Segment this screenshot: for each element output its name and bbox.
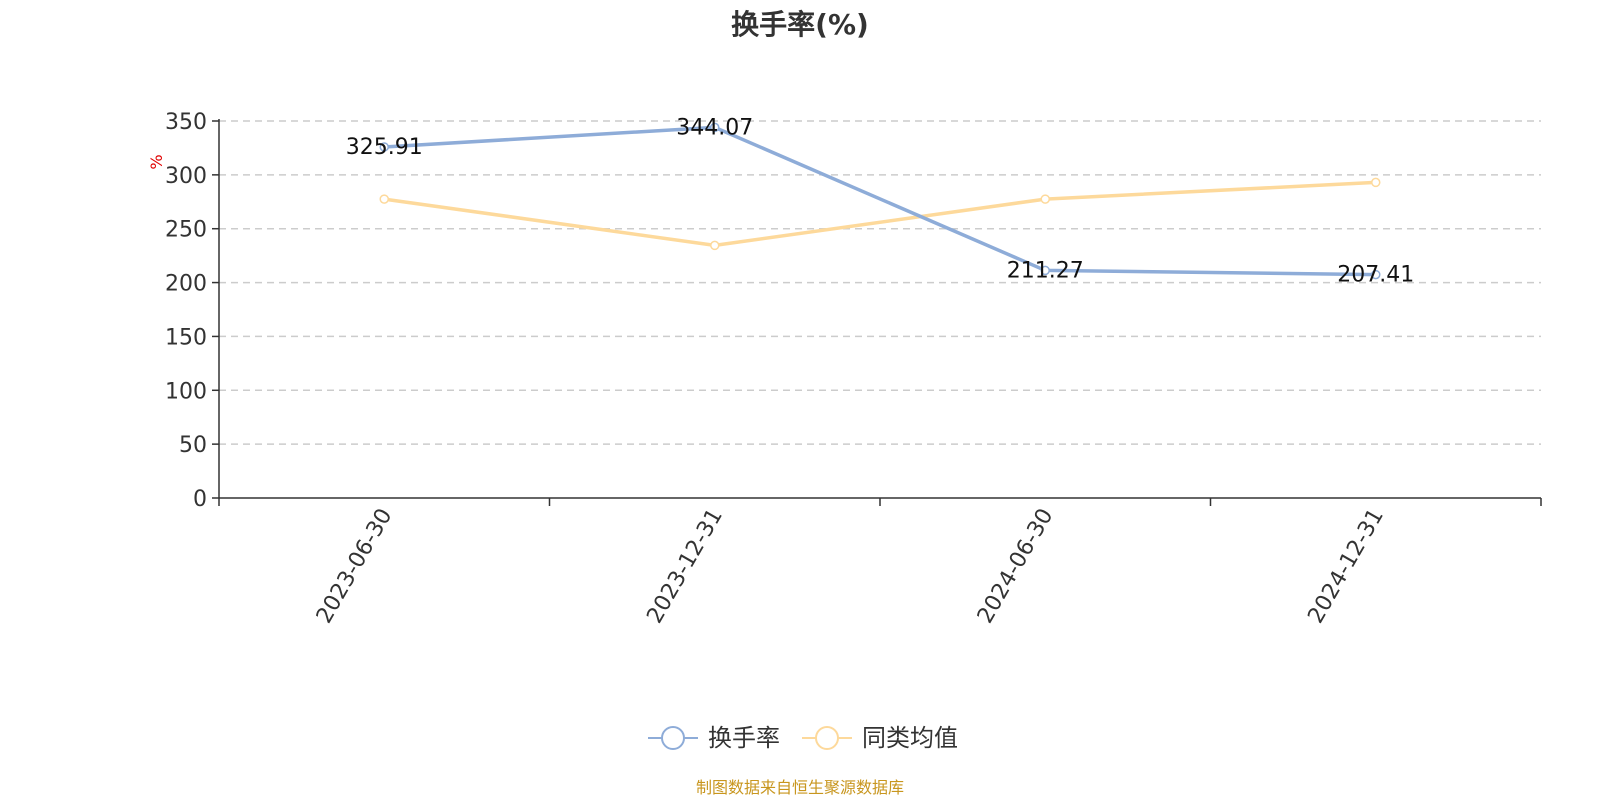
y-tick-label: 350 xyxy=(165,110,207,135)
legend-item-peer-average[interactable]: 同类均值 xyxy=(802,724,958,752)
y-tick-label: 250 xyxy=(165,218,207,243)
legend-marker-turnover xyxy=(661,726,685,750)
y-tick-label: 200 xyxy=(165,272,207,297)
series-line xyxy=(384,180,1376,248)
y-tick-label: 100 xyxy=(165,379,207,404)
x-tick-label: 2023-06-30 xyxy=(312,505,398,628)
chart-title: 换手率(%) xyxy=(731,8,869,41)
data-point[interactable] xyxy=(379,194,389,204)
data-labels: 325.91 344.07 211.27 207.41 xyxy=(346,115,1414,287)
gridlines xyxy=(219,120,1541,445)
y-tick-label: 0 xyxy=(193,487,207,512)
data-label: 207.41 xyxy=(1337,263,1414,288)
y-tick-label: 300 xyxy=(165,164,207,189)
x-tick-label: 2024-06-30 xyxy=(973,505,1059,628)
data-source-note: 制图数据来自恒生聚源数据库 xyxy=(696,778,904,797)
legend-item-turnover[interactable]: 换手率 xyxy=(648,724,780,752)
legend[interactable]: 换手率 同类均值 xyxy=(648,724,958,752)
data-point[interactable] xyxy=(1371,269,1381,280)
x-tick-label: 2023-12-31 xyxy=(642,505,728,628)
data-point[interactable] xyxy=(1371,177,1381,188)
y-tick-label: 50 xyxy=(179,433,207,458)
x-tick-label: 2024-12-31 xyxy=(1303,505,1389,628)
data-point[interactable] xyxy=(710,240,720,251)
legend-marker-peer-average xyxy=(815,726,839,750)
data-label: 344.07 xyxy=(676,115,753,140)
series-lines xyxy=(379,122,1381,280)
data-label: 325.91 xyxy=(346,135,423,160)
data-point[interactable] xyxy=(379,142,389,152)
data-label: 211.27 xyxy=(1007,258,1084,283)
data-point[interactable] xyxy=(710,122,720,133)
series-line xyxy=(384,125,1376,277)
legend-label-peer-average: 同类均值 xyxy=(862,724,958,752)
data-point[interactable] xyxy=(1040,265,1050,276)
legend-label-turnover: 换手率 xyxy=(708,724,780,752)
y-tick-label: 150 xyxy=(165,325,207,350)
data-point[interactable] xyxy=(1040,194,1050,204)
y-axis-unit-label: % xyxy=(147,154,166,169)
